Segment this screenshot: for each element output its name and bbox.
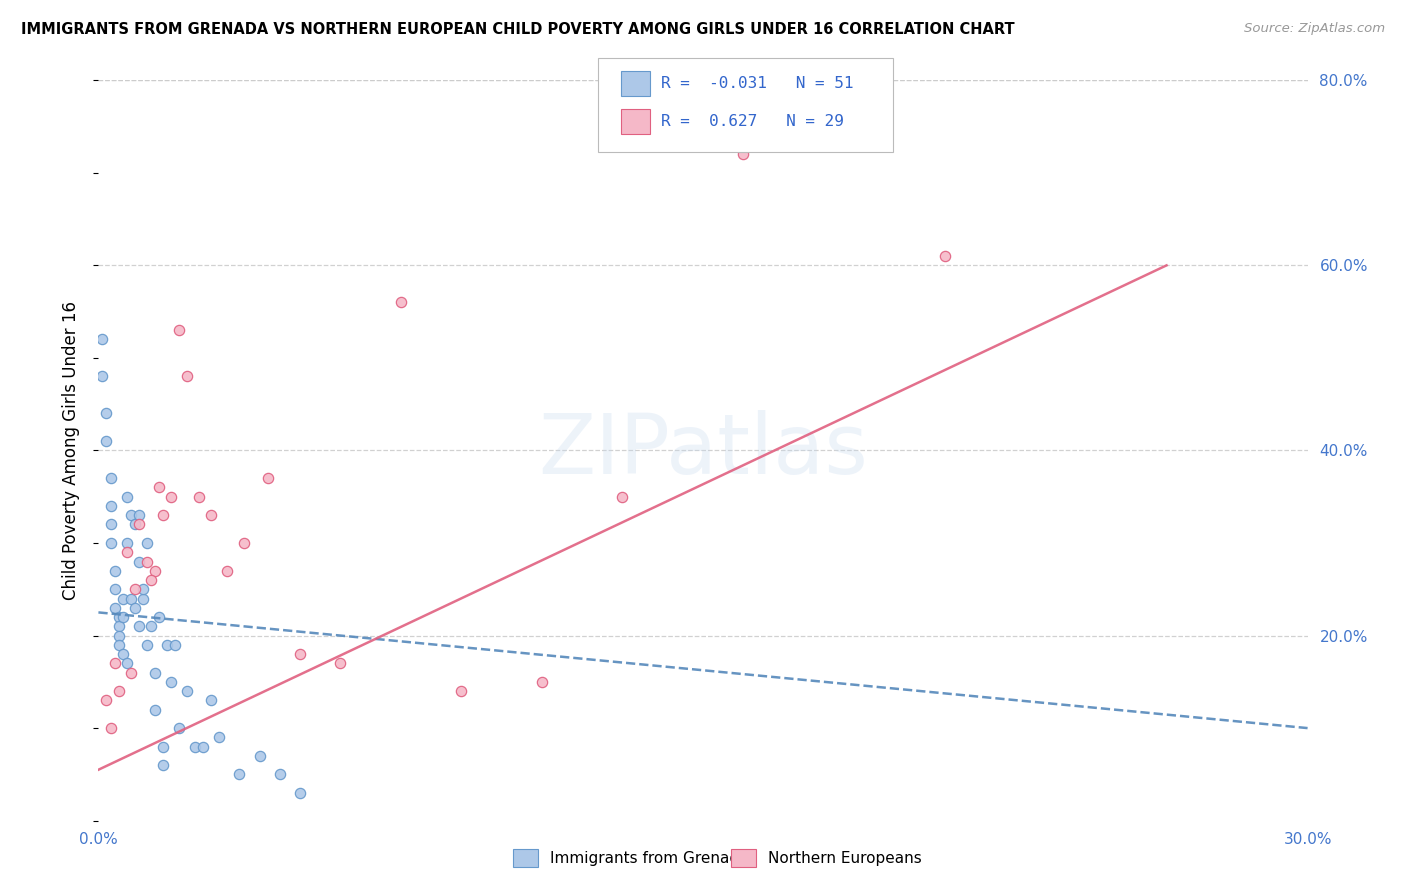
Point	[100, 721, 122, 735]
Point	[128, 508, 150, 523]
Point	[128, 619, 150, 633]
Point	[156, 638, 179, 652]
Text: Source: ZipAtlas.com: Source: ZipAtlas.com	[1244, 22, 1385, 36]
Text: R =  -0.031   N = 51: R = -0.031 N = 51	[661, 77, 853, 91]
Point	[91, 369, 114, 384]
Point	[135, 638, 157, 652]
Point	[450, 684, 472, 698]
Point	[249, 748, 271, 763]
Point	[193, 739, 215, 754]
Point	[167, 323, 190, 337]
Point	[103, 564, 125, 578]
Point	[160, 674, 183, 689]
Point	[217, 564, 239, 578]
Point	[139, 573, 162, 587]
Y-axis label: Child Poverty Among Girls Under 16: Child Poverty Among Girls Under 16	[62, 301, 80, 600]
Point	[124, 582, 146, 597]
Point	[120, 591, 142, 606]
Point	[100, 499, 122, 513]
Point	[103, 582, 125, 597]
Point	[612, 490, 634, 504]
Point	[530, 674, 553, 689]
Point	[124, 600, 146, 615]
Point	[107, 684, 129, 698]
Text: R =  0.627   N = 29: R = 0.627 N = 29	[661, 114, 844, 128]
Point	[143, 665, 166, 680]
Point	[103, 600, 125, 615]
Point	[152, 508, 174, 523]
Point	[115, 657, 138, 671]
Point	[148, 610, 170, 624]
Point	[208, 731, 231, 745]
Point	[91, 332, 114, 346]
Point	[228, 767, 250, 781]
Point	[176, 684, 198, 698]
Point	[143, 703, 166, 717]
Point	[176, 369, 198, 384]
Point	[329, 657, 352, 671]
Point	[167, 721, 190, 735]
Point	[733, 147, 755, 161]
Point	[163, 638, 186, 652]
Point	[135, 536, 157, 550]
Point	[128, 554, 150, 569]
Point	[200, 693, 222, 707]
Point	[96, 693, 118, 707]
Point	[115, 545, 138, 559]
Point	[152, 758, 174, 772]
Point	[120, 665, 142, 680]
Point	[200, 508, 222, 523]
Point	[132, 582, 155, 597]
Text: Northern Europeans: Northern Europeans	[768, 851, 921, 865]
Point	[100, 536, 122, 550]
Point	[288, 786, 311, 800]
Text: ZIPatlas: ZIPatlas	[538, 410, 868, 491]
Point	[152, 739, 174, 754]
Point	[115, 536, 138, 550]
Point	[107, 619, 129, 633]
Point	[103, 657, 125, 671]
Point	[188, 490, 211, 504]
Point	[269, 767, 291, 781]
Point	[107, 628, 129, 642]
Point	[160, 490, 183, 504]
Point	[111, 610, 134, 624]
Point	[232, 536, 254, 550]
Point	[107, 610, 129, 624]
Point	[148, 481, 170, 495]
Point	[111, 647, 134, 661]
Point	[100, 471, 122, 485]
Point	[256, 471, 278, 485]
Point	[389, 295, 412, 310]
Point	[139, 619, 162, 633]
Point	[132, 591, 155, 606]
Point	[120, 508, 142, 523]
Point	[96, 434, 118, 449]
Point	[100, 517, 122, 532]
Point	[107, 638, 129, 652]
Point	[115, 490, 138, 504]
Point	[111, 591, 134, 606]
Text: IMMIGRANTS FROM GRENADA VS NORTHERN EUROPEAN CHILD POVERTY AMONG GIRLS UNDER 16 : IMMIGRANTS FROM GRENADA VS NORTHERN EURO…	[21, 22, 1015, 37]
Text: Immigrants from Grenada: Immigrants from Grenada	[550, 851, 748, 865]
Point	[184, 739, 207, 754]
Point	[934, 249, 956, 263]
Point	[143, 564, 166, 578]
Point	[288, 647, 311, 661]
Point	[128, 517, 150, 532]
Point	[124, 517, 146, 532]
Point	[135, 554, 157, 569]
Point	[96, 407, 118, 421]
